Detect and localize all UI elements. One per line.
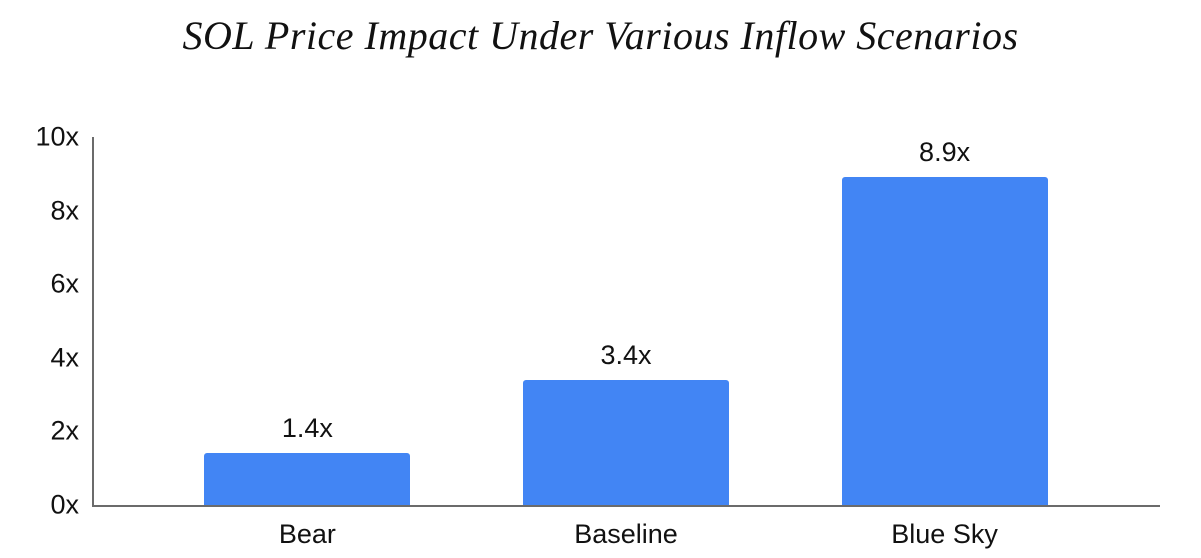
x-axis-line (92, 505, 1160, 507)
y-tick-label: 2x (50, 415, 79, 446)
bar-baseline (522, 379, 730, 505)
bar-value-label: 3.4x (600, 339, 652, 370)
bar-value-label: 1.4x (281, 413, 333, 444)
y-tick-label: 6x (50, 268, 79, 299)
y-tick-label: 10x (35, 121, 79, 152)
x-category-label: Bear (278, 519, 336, 549)
bar-blue-sky (841, 177, 1048, 505)
y-tick-label: 0x (50, 489, 79, 520)
x-category-label: Blue Sky (891, 519, 998, 549)
y-tick-label: 8x (50, 195, 79, 226)
plot-area: 0x 2x 4x 6x 8x 10x 1.4x Bear 3.4x Baseline 8.9x Bl… (35, 123, 1160, 548)
x-category-label: Baseline (574, 519, 678, 549)
chart-title: SOL Price Impact Under Various Inflow Sc… (182, 13, 1019, 58)
y-tick-label: 4x (50, 342, 79, 373)
bar-bear (204, 453, 411, 505)
bar-value-label: 8.9x (919, 137, 971, 168)
y-axis-line (92, 137, 94, 505)
